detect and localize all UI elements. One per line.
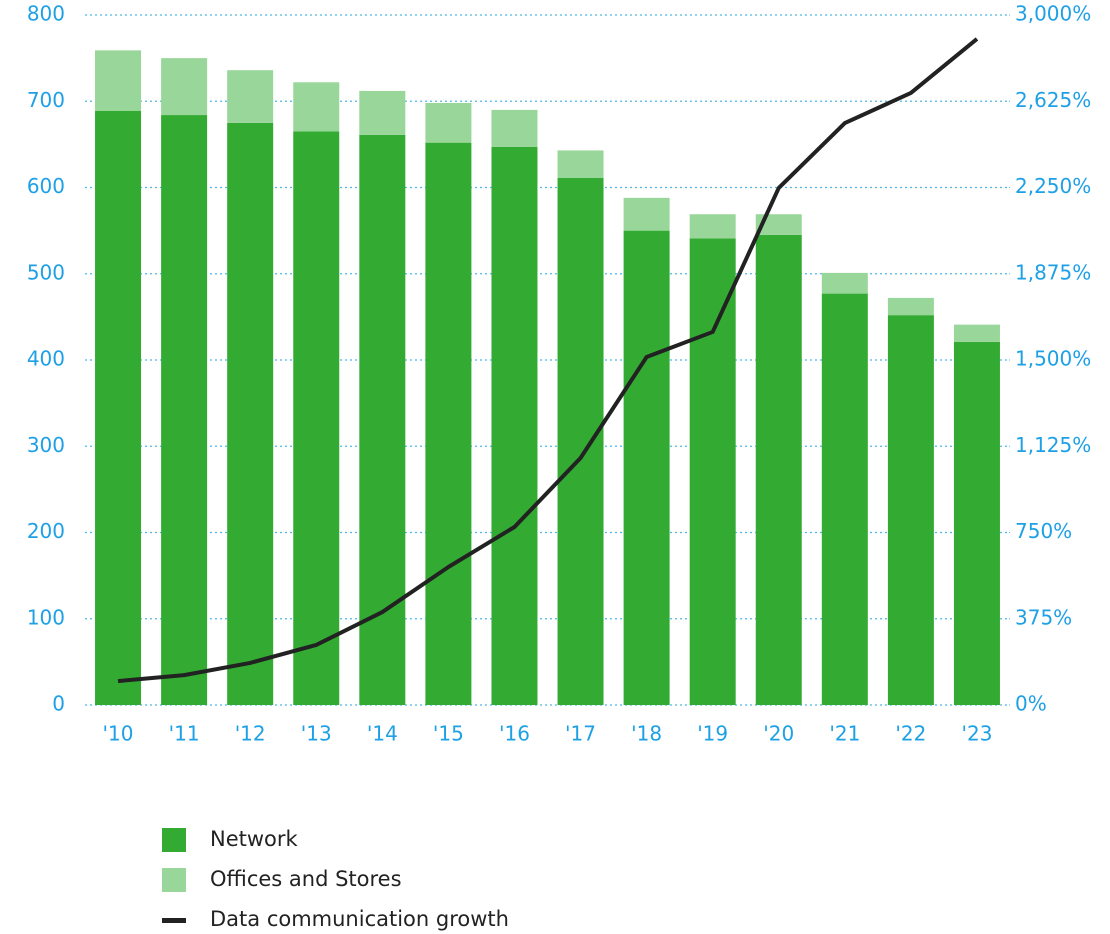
x-tick-label: '10 bbox=[103, 722, 134, 746]
bar bbox=[95, 50, 142, 111]
bar bbox=[689, 238, 736, 705]
y-tick-label: 0 bbox=[52, 692, 65, 716]
y2-tick-label: 1,500% bbox=[1015, 347, 1091, 371]
bar bbox=[623, 230, 670, 705]
y-tick-label: 300 bbox=[27, 433, 65, 457]
bar bbox=[293, 131, 340, 705]
bar bbox=[293, 82, 340, 132]
x-tick-label: '14 bbox=[367, 722, 398, 746]
bar bbox=[623, 197, 670, 231]
bar bbox=[161, 58, 208, 116]
y-tick-label: 400 bbox=[27, 347, 65, 371]
legend-swatch bbox=[162, 828, 186, 852]
bar bbox=[887, 297, 934, 316]
bar bbox=[95, 110, 142, 706]
x-tick-label: '17 bbox=[565, 722, 596, 746]
y2-tick-label: 0% bbox=[1015, 692, 1047, 716]
y2-tick-label: 750% bbox=[1015, 519, 1072, 543]
x-tick-label: '20 bbox=[763, 722, 794, 746]
bar bbox=[557, 150, 604, 179]
bar bbox=[425, 102, 472, 143]
bar bbox=[821, 293, 868, 705]
y2-tick-label: 375% bbox=[1015, 605, 1072, 629]
x-tick-label: '21 bbox=[829, 722, 860, 746]
x-tick-label: '23 bbox=[961, 722, 992, 746]
x-tick-label: '11 bbox=[169, 722, 200, 746]
legend-label: Network bbox=[210, 827, 299, 851]
y-tick-label: 800 bbox=[27, 2, 65, 26]
bar bbox=[755, 214, 802, 235]
bar bbox=[689, 214, 736, 239]
bar bbox=[359, 90, 406, 135]
x-tick-label: '13 bbox=[301, 722, 332, 746]
legend-label: Offices and Stores bbox=[210, 867, 402, 891]
y-tick-label: 700 bbox=[27, 88, 65, 112]
x-tick-label: '18 bbox=[631, 722, 662, 746]
y-tick-label: 200 bbox=[27, 519, 65, 543]
line bbox=[117, 37, 979, 684]
x-tick-label: '15 bbox=[433, 722, 464, 746]
legend-swatch bbox=[162, 868, 186, 892]
x-tick-label: '12 bbox=[235, 722, 266, 746]
legend-label: Data communication growth bbox=[210, 907, 509, 931]
y-tick-label: 600 bbox=[27, 174, 65, 198]
bar bbox=[821, 272, 868, 294]
bar bbox=[491, 109, 538, 147]
bar bbox=[953, 324, 1000, 342]
bar bbox=[227, 70, 274, 123]
y2-tick-label: 1,125% bbox=[1015, 433, 1091, 457]
x-tick-label: '19 bbox=[697, 722, 728, 746]
bar bbox=[887, 315, 934, 705]
y2-tick-label: 1,875% bbox=[1015, 260, 1091, 284]
x-tick-label: '16 bbox=[499, 722, 530, 746]
y-tick-label: 500 bbox=[27, 260, 65, 284]
bar bbox=[491, 146, 538, 705]
bar bbox=[953, 341, 1000, 705]
bar bbox=[161, 115, 208, 706]
bar bbox=[227, 122, 274, 705]
y2-tick-label: 2,250% bbox=[1015, 174, 1091, 198]
bar bbox=[755, 234, 802, 705]
bar bbox=[425, 142, 472, 705]
y2-tick-label: 2,625% bbox=[1015, 88, 1091, 112]
legend-swatch bbox=[162, 918, 186, 923]
y2-tick-label: 3,000% bbox=[1015, 2, 1091, 26]
x-tick-label: '22 bbox=[895, 722, 926, 746]
y-tick-label: 100 bbox=[27, 605, 65, 629]
bar bbox=[557, 178, 604, 705]
